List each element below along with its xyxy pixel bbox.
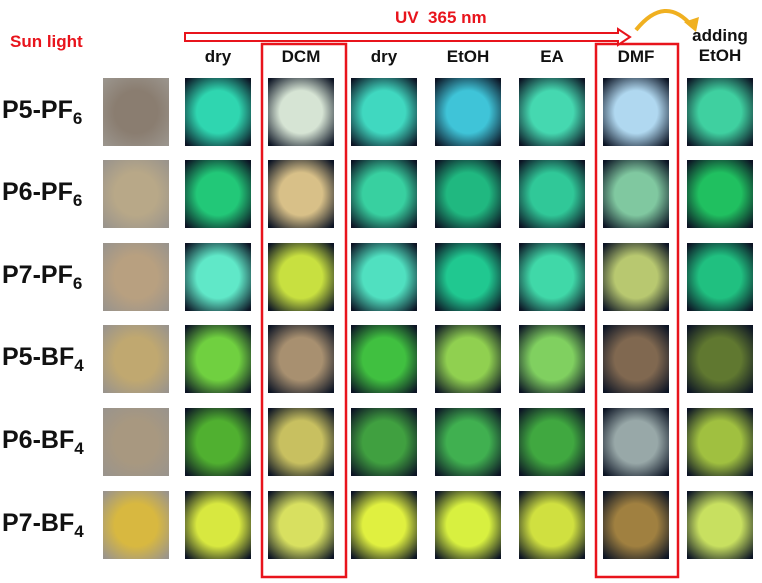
sun-light-label: Sun light (10, 32, 83, 51)
row-label-sub: 4 (74, 439, 84, 458)
sample-photo (435, 325, 501, 393)
column-header-line: adding (692, 26, 748, 45)
sample-photo (185, 408, 251, 476)
sample-photo (687, 408, 753, 476)
row-label-sub: 6 (72, 191, 83, 210)
uv-arrow (184, 27, 632, 47)
sample-photo (268, 243, 334, 311)
column-header-line: DCM (281, 47, 321, 66)
sample-photo (185, 325, 251, 393)
sample-photo (687, 491, 753, 559)
sample-photo (519, 325, 585, 393)
sample-photo (351, 243, 417, 311)
row-label-sub: 6 (72, 274, 83, 293)
sample-photo (435, 491, 501, 559)
sample-photo (103, 491, 169, 559)
sample-photo (519, 408, 585, 476)
sample-photo (268, 325, 334, 393)
uv-label: UV 365 nm (395, 8, 487, 27)
row-label: P6-BF4 (2, 426, 84, 459)
sample-photo (687, 160, 753, 228)
sample-photo (687, 325, 753, 393)
sample-photo (103, 408, 169, 476)
column-header: EA (512, 47, 592, 67)
sample-photo (185, 160, 251, 228)
sample-photo (351, 325, 417, 393)
column-header: dry (178, 47, 258, 67)
sample-photo (351, 78, 417, 146)
sample-photo (603, 491, 669, 559)
row-label-name: P7-PF (2, 261, 73, 289)
column-header-line: DMF (617, 47, 655, 66)
sample-photo (268, 78, 334, 146)
curved-arrow (634, 8, 694, 32)
sample-photo (185, 243, 251, 311)
sample-photo (103, 78, 169, 146)
row-label-name: P5-BF (2, 343, 75, 371)
curved-arrow-head (684, 17, 699, 32)
row-label-name: P6-BF (2, 426, 75, 454)
column-header: EtOH (428, 47, 508, 67)
sample-photo (103, 243, 169, 311)
sample-photo (435, 78, 501, 146)
column-header-line: EtOH (446, 47, 490, 66)
sample-photo (268, 408, 334, 476)
dcm-box (260, 42, 348, 579)
column-header: adding EtOH (680, 26, 760, 66)
row-label-sub: 4 (74, 522, 84, 541)
sample-photo (519, 78, 585, 146)
column-header-line: dry (204, 47, 232, 66)
column-header-line: EA (540, 47, 564, 66)
row-label-name: P6-PF (2, 178, 73, 206)
sample-photo (185, 491, 251, 559)
sample-photo (435, 243, 501, 311)
row-label: P5-PF6 (2, 96, 82, 129)
sample-photo (519, 160, 585, 228)
sample-photo (603, 243, 669, 311)
row-label-name: P5-PF (2, 96, 73, 124)
row-label-sub: 4 (74, 356, 84, 375)
column-header-line: dry (370, 47, 398, 66)
column-header: DCM (261, 47, 341, 67)
sample-photo (435, 408, 501, 476)
row-label: P7-BF4 (2, 509, 84, 542)
sample-photo (519, 243, 585, 311)
row-label-name: P7-BF (2, 509, 75, 537)
sample-photo (185, 78, 251, 146)
row-label-sub: 6 (72, 109, 83, 128)
row-label: P6-PF6 (2, 178, 82, 211)
row-label: P5-BF4 (2, 343, 84, 376)
row-label: P7-PF6 (2, 261, 82, 294)
sample-photo (603, 78, 669, 146)
sample-photo (103, 325, 169, 393)
sample-photo (603, 325, 669, 393)
sample-photo (351, 408, 417, 476)
sample-photo (687, 78, 753, 146)
sample-photo (268, 491, 334, 559)
column-header: DMF (596, 47, 676, 67)
column-header: dry (344, 47, 424, 67)
column-header-line: EtOH (698, 46, 742, 65)
sample-photo (351, 160, 417, 228)
sample-photo (103, 160, 169, 228)
sample-photo (687, 243, 753, 311)
sample-photo (268, 160, 334, 228)
sample-photo (603, 408, 669, 476)
sample-photo (435, 160, 501, 228)
dmf-box (594, 42, 680, 579)
sample-photo (351, 491, 417, 559)
sample-photo (519, 491, 585, 559)
sample-photo (603, 160, 669, 228)
